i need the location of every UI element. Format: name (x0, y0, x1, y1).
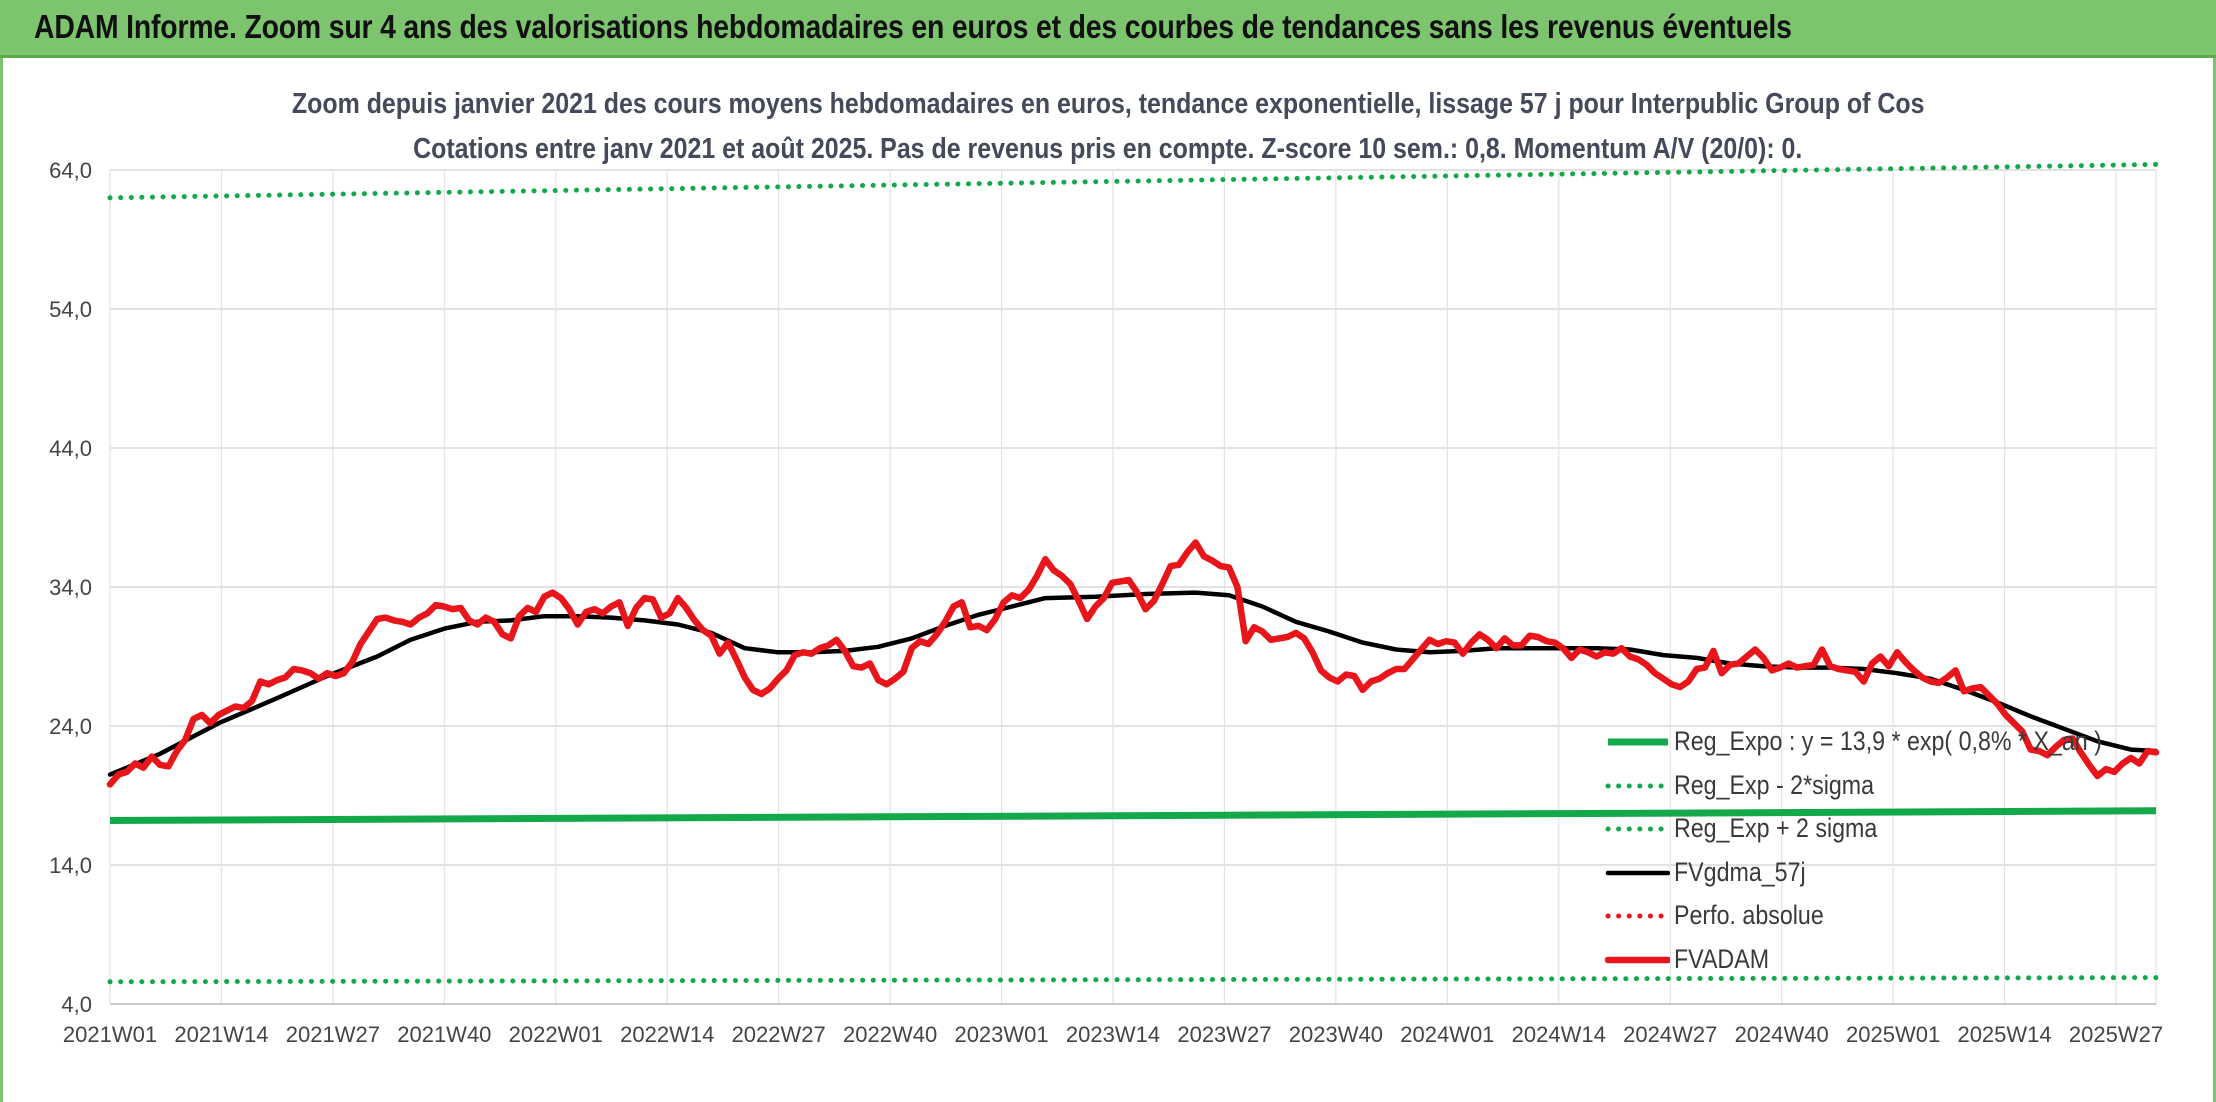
x-tick-label: 2022W01 (509, 1022, 603, 1047)
y-tick-label: 14,0 (49, 853, 92, 878)
report-title: ADAM Informe. Zoom sur 4 ans des valoris… (34, 8, 1792, 45)
legend-label: Reg_Expo : y = 13,9 * exp( 0,8% * X_an ) (1674, 726, 2102, 756)
series-line-2 (107, 161, 2159, 201)
legend-item: FVADAM (1604, 940, 2164, 980)
x-tick-label: 2025W14 (1957, 1022, 2051, 1047)
x-tick-label: 2024W27 (1623, 1022, 1717, 1047)
x-tick-label: 2021W14 (174, 1022, 268, 1047)
chart-title: Zoom depuis janvier 2021 des cours moyen… (0, 88, 2216, 121)
legend-swatch (1605, 913, 1670, 919)
y-tick-label: 34,0 (49, 575, 92, 600)
series-line-1 (107, 975, 2159, 985)
legend-label: Reg_Exp + 2 sigma (1674, 813, 1878, 843)
legend-label: FVgdma_57j (1674, 856, 1806, 887)
x-tick-label: 2022W14 (620, 1022, 714, 1047)
x-tick-label: 2025W27 (2069, 1022, 2163, 1047)
legend-swatch (1604, 956, 1670, 963)
x-tick-label: 2021W40 (397, 1022, 491, 1047)
x-tick-label: 2023W01 (954, 1022, 1048, 1047)
legend-item: Perfo. absolue (1604, 896, 2164, 936)
legend-item: Reg_Exp - 2*sigma (1604, 766, 2164, 806)
legend-swatch (1605, 826, 1670, 832)
legend-swatch (1608, 738, 1668, 746)
chart-subtitle: Cotations entre janv 2021 et août 2025. … (0, 133, 2216, 166)
x-tick-label: 2023W14 (1066, 1022, 1160, 1047)
y-tick-label: 24,0 (49, 714, 92, 739)
chart-frame (0, 58, 2216, 1102)
legend-label: Reg_Exp - 2*sigma (1674, 769, 1875, 800)
legend-label: FVADAM (1674, 943, 1770, 974)
x-tick-label: 2022W27 (732, 1022, 826, 1047)
legend-item: Reg_Expo : y = 13,9 * exp( 0,8% * X_an ) (1604, 722, 2164, 762)
x-tick-label: 2024W40 (1735, 1022, 1829, 1047)
x-tick-label: 2022W40 (843, 1022, 937, 1047)
x-tick-label: 2023W27 (1177, 1022, 1271, 1047)
legend-item: FVgdma_57j (1604, 853, 2164, 893)
series-line-5 (106, 539, 2160, 788)
chart-subtitle-text: Cotations entre janv 2021 et août 2025. … (413, 133, 1803, 165)
x-tick-label: 2021W01 (63, 1022, 157, 1047)
y-tick-label: 54,0 (49, 297, 92, 322)
legend-label: Perfo. absolue (1674, 900, 1824, 930)
legend-swatch (1605, 783, 1670, 788)
x-tick-label: 2024W14 (1512, 1022, 1606, 1047)
legend-swatch (1605, 870, 1670, 875)
y-tick-label: 44,0 (49, 436, 92, 461)
chart-title-text: Zoom depuis janvier 2021 des cours moyen… (291, 88, 1925, 120)
series-line-0 (109, 807, 2157, 824)
x-tick-label: 2023W40 (1289, 1022, 1383, 1047)
x-tick-label: 2025W01 (1846, 1022, 1940, 1047)
report-banner: ADAM Informe. Zoom sur 4 ans des valoris… (0, 0, 2216, 58)
legend-item: Reg_Exp + 2 sigma (1604, 809, 2164, 849)
y-tick-label: 4,0 (61, 992, 92, 1017)
x-tick-label: 2021W27 (286, 1022, 380, 1047)
x-tick-label: 2024W01 (1400, 1022, 1494, 1047)
y-tick-label: 64,0 (49, 158, 92, 183)
